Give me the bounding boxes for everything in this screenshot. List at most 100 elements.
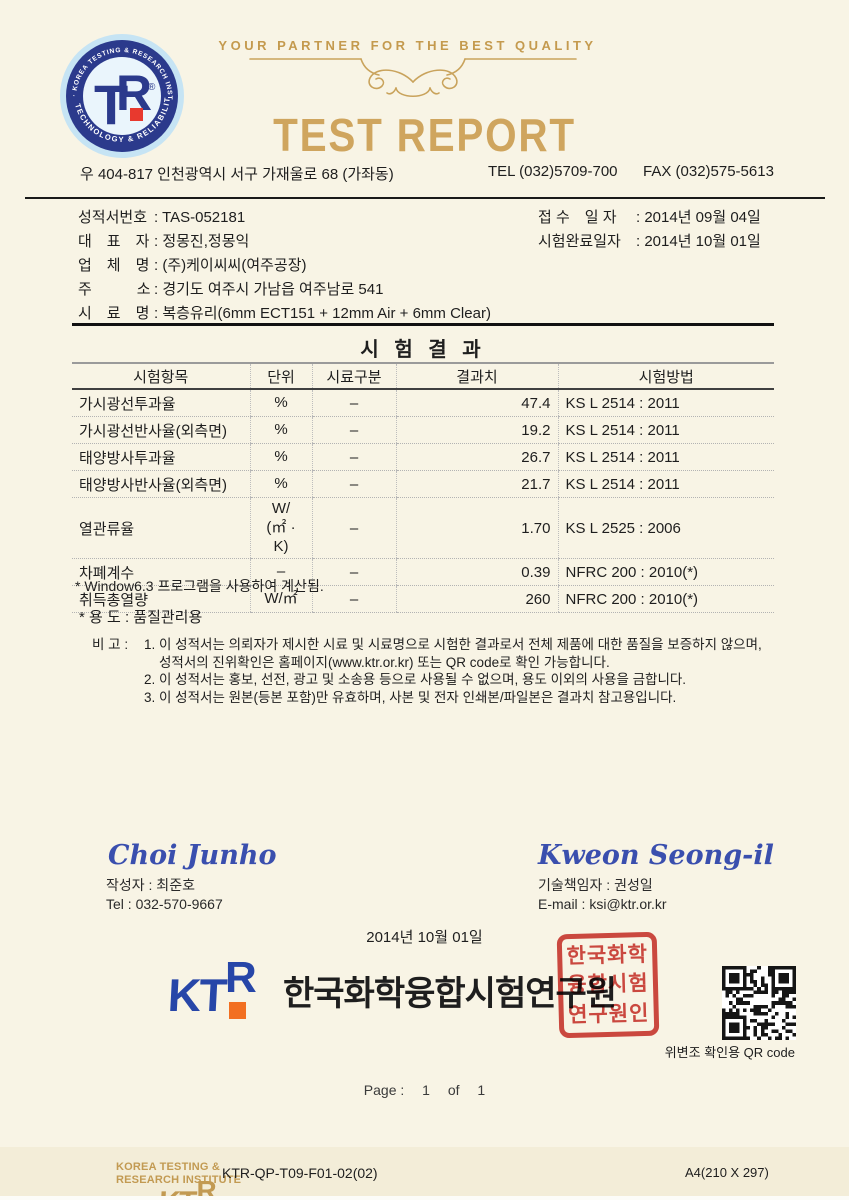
institute-address: 우 404-817 인천광역시 서구 가재울로 68 (가좌동)	[80, 166, 394, 183]
cell-sample-class: –	[311, 389, 396, 417]
meta-value: : 정몽진,정몽익	[154, 233, 250, 250]
cell-sample-class: –	[311, 558, 396, 587]
meta-value: : (주)케이씨씨(여주공장)	[154, 257, 307, 274]
paper-size: A4(210 X 297)	[685, 1165, 769, 1180]
report-meta-left: 성적서번호 : TAS-052181 대 표 자 : 정몽진,정몽익 업 체 명…	[78, 206, 383, 302]
ktr-badge-icon: · KOREA TESTING & RESEARCH INSTITUTE · T…	[55, 25, 184, 158]
remark-line: 2. 이 성적서는 홍보, 선전, 광고 및 소송용 등으로 사용될 수 없으며…	[144, 672, 687, 687]
cell-result: 21.7	[395, 470, 558, 498]
cell-result: 19.2	[395, 416, 558, 444]
section-divider-thick	[72, 323, 774, 326]
cell-sample-class: –	[311, 497, 396, 560]
ktr-logo-r: R	[196, 1175, 217, 1200]
meta-value: : 2014년 10월 01일	[636, 233, 761, 250]
meta-value: : 2014년 09월 04일	[636, 209, 761, 226]
flourish-ornament-icon	[248, 52, 578, 109]
cell-method: KS L 2514 : 2011	[557, 443, 774, 471]
results-title: 시 험 결 과	[360, 339, 486, 361]
remarks-block: 비 고 : 1. 이 성적서는 의뢰자가 제시한 시료 및 시료명으로 시험한 …	[92, 636, 802, 706]
header-slogan: YOUR PARTNER FOR THE BEST QUALITY	[218, 38, 597, 53]
qr-code	[722, 966, 796, 1045]
table-row: 태양방사투과율 % – 26.7 KS L 2514 : 2011	[72, 443, 774, 471]
page-total: 1	[477, 1082, 486, 1098]
remark-line: 성적서의 진위확인은 홈페이지(www.ktr.or.kr) 또는 QR cod…	[159, 654, 610, 670]
cell-test-item: 태양방사반사율(외측면)	[72, 470, 250, 498]
page-current: 1	[422, 1082, 430, 1098]
cell-result: 1.70	[395, 497, 558, 560]
cell-unit: %	[249, 443, 312, 471]
ktr-circular-badge: · KOREA TESTING & RESEARCH INSTITUTE · T…	[55, 25, 186, 165]
seal-row: 연구원인	[567, 1001, 650, 1027]
cell-result: 26.7	[395, 443, 558, 471]
tech-manager-signature: Kweon Seong-il	[538, 840, 774, 871]
meta-representative: 대 표 자 : 정몽진,정몽익	[78, 230, 383, 254]
writer-name: 작성자 : 최준호	[106, 877, 195, 893]
tech-manager-email: E-mail : ksi@ktr.or.kr	[538, 896, 667, 912]
cell-test-item: 차폐계수	[72, 558, 250, 587]
institute-korean-name: 한국화학융합시험연구원	[283, 975, 617, 1013]
cell-result: 47.4	[395, 389, 558, 417]
document-code: KTR-QP-T09-F01-02(02)	[222, 1165, 378, 1181]
cell-test-item: 태양방사투과율	[72, 443, 250, 471]
header-unit: 단위	[249, 363, 312, 390]
ktr-logo: KT R	[167, 956, 268, 1022]
usage-line: * 용 도 : 품질관리용	[79, 609, 203, 626]
sample-value: : 복층유리(6mm ECT151 + 12mm Air + 6mm Clear…	[154, 305, 491, 322]
cell-unit: %	[249, 416, 312, 444]
cell-unit: %	[249, 389, 312, 417]
writer-details: 작성자 : 최준호 Tel : 032-570-9667	[106, 876, 223, 914]
cell-test-item: 가시광선반사율(외측면)	[72, 416, 250, 444]
seal-row: 융합시험	[567, 972, 649, 998]
cell-sample-class: –	[311, 416, 396, 444]
cell-sample-class: –	[311, 470, 396, 498]
page-title: TEST REPORT	[273, 109, 576, 161]
cell-result: 260	[395, 585, 558, 614]
institute-fax: FAX (032)575-5613	[643, 163, 774, 180]
meta-report-number: 성적서번호 : TAS-052181	[78, 206, 383, 230]
table-row: 취득총열량 W/㎡ – 260 NFRC 200 : 2010(*)	[72, 585, 774, 614]
header-result: 결과치	[395, 363, 558, 390]
table-row: 열관류율 W/ (㎡ · K) – 1.70 KS L 2525 : 2006	[72, 497, 774, 560]
qr-caption: 위변조 확인용 QR code	[664, 1045, 795, 1060]
official-red-seal: 한국화학 융합시험 연구원인	[556, 931, 660, 1039]
table-row: 가시광선투과율 % – 47.4 KS L 2514 : 2011	[72, 389, 774, 417]
meta-value: : TAS-052181	[154, 209, 246, 226]
cell-method: KS L 2514 : 2011	[557, 470, 774, 498]
writer-tel: Tel : 032-570-9667	[106, 896, 223, 912]
meta-completed-date: 시험완료일자 : 2014년 10월 01일	[538, 230, 761, 254]
remarks-label: 비 고 :	[92, 637, 129, 652]
meta-label: 대 표 자	[78, 233, 150, 250]
cell-unit: –	[249, 558, 312, 587]
header-sample-class: 시료구분	[311, 363, 396, 390]
cell-method: NFRC 200 : 2010(*)	[557, 558, 774, 587]
results-table-body: 가시광선투과율 % – 47.4 KS L 2514 : 2011 가시광선반사…	[72, 389, 774, 614]
table-row: 가시광선반사율(외측면) % – 19.2 KS L 2514 : 2011	[72, 416, 774, 444]
bottom-strip	[0, 1196, 849, 1200]
ktr-logo-square	[229, 1002, 246, 1019]
meta-label: 접 수 일 자	[538, 209, 617, 226]
cell-unit: W/㎡	[249, 585, 312, 614]
footer-ktr-gold-logo: KT R	[159, 1177, 225, 1200]
results-table: 시험항목 단위 시료구분 결과치 시험방법 가시광선투과율 % – 47.4 K…	[72, 362, 774, 614]
cell-method: KS L 2514 : 2011	[557, 416, 774, 444]
writer-signature: Choi Junho	[108, 840, 277, 871]
tech-manager-name: 기술책임자 : 권성일	[538, 877, 653, 893]
table-row: 차폐계수 – – 0.39 NFRC 200 : 2010(*)	[72, 558, 774, 587]
badge-monogram-t: T	[94, 73, 128, 136]
cell-result: 0.39	[395, 558, 558, 587]
remark-line: 3. 이 성적서는 원본(등본 포함)만 유효하며, 사본 및 전자 인쇄본/파…	[144, 689, 677, 705]
issue-date: 2014년 10월 01일	[366, 929, 483, 946]
calculation-footnote: * Window6.3 프로그램을 사용하여 계산됨.	[75, 578, 324, 594]
meta-company: 업 체 명 : (주)케이씨씨(여주공장)	[78, 254, 383, 278]
cell-sample-class: –	[311, 585, 396, 614]
cell-unit: W/ (㎡ · K)	[249, 497, 312, 560]
header-test-item: 시험항목	[72, 363, 250, 390]
sample-label: 시 료 명	[78, 305, 150, 322]
cell-unit: %	[249, 470, 312, 498]
meta-received-date: 접 수 일 자 : 2014년 09월 04일	[538, 206, 761, 230]
cell-test-item: 취득총열량	[72, 585, 250, 614]
report-meta-right: 접 수 일 자 : 2014년 09월 04일 시험완료일자 : 2014년 1…	[538, 206, 761, 254]
meta-label: 업 체 명	[78, 257, 150, 274]
institute-tel: TEL (032)5709-700	[488, 163, 618, 180]
